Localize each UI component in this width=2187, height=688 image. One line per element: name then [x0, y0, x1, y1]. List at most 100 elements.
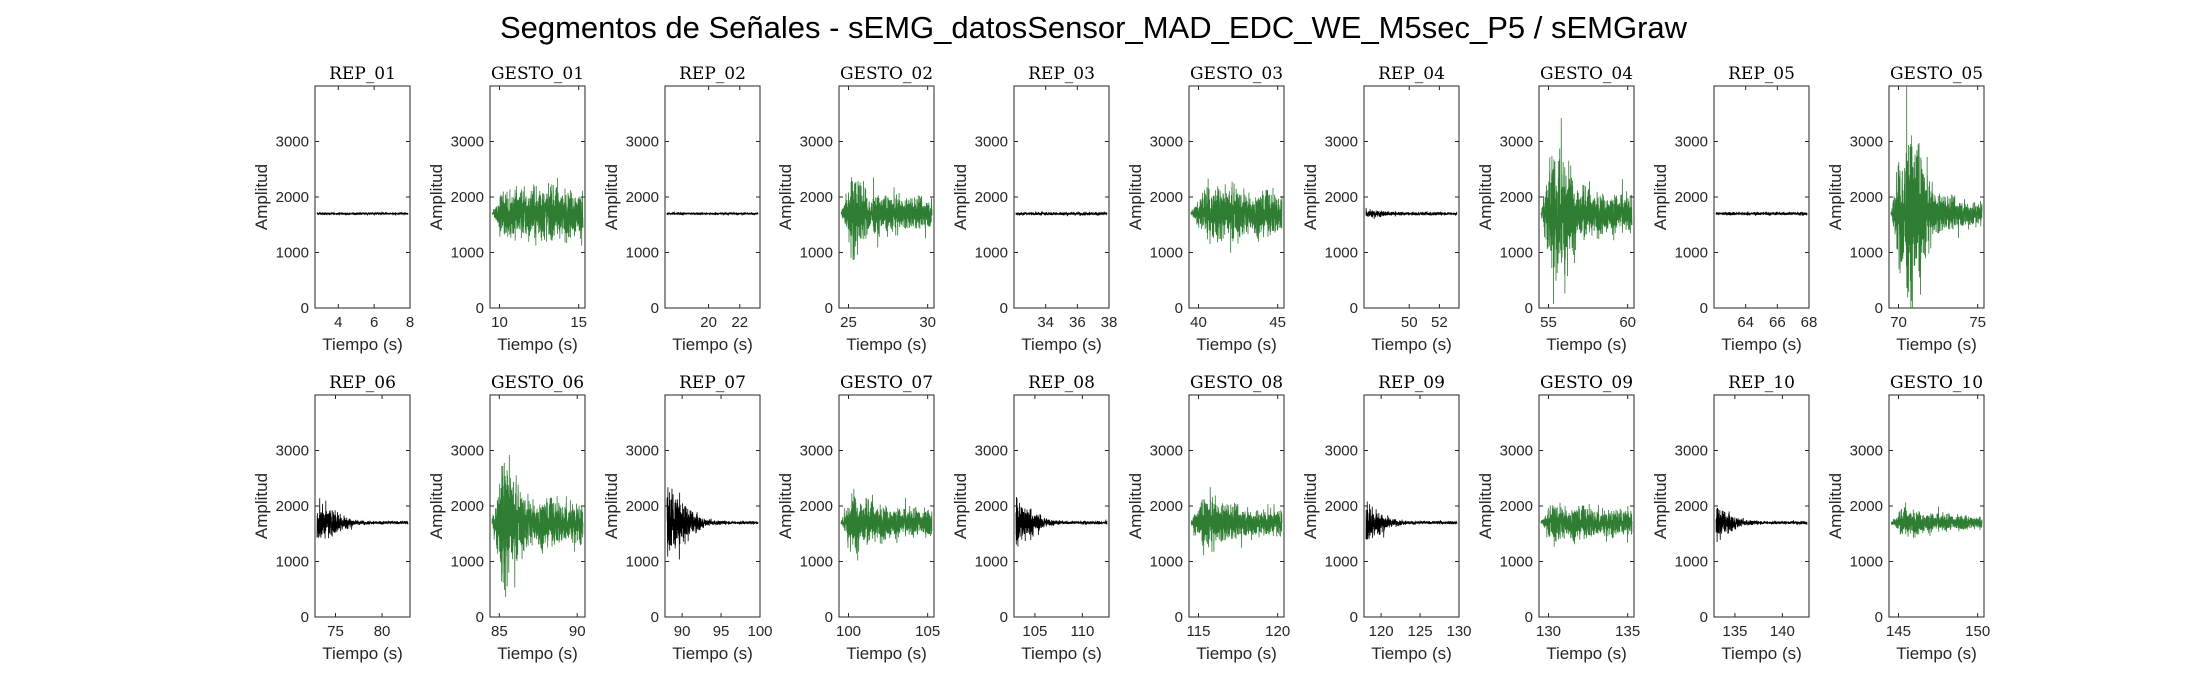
x-tick-label: 120: [1369, 623, 1394, 640]
y-tick-label: 1000: [451, 245, 484, 262]
x-axis-label: Tiempo (s): [672, 335, 753, 354]
y-tick-label: 0: [1700, 300, 1708, 317]
y-tick-label: 2000: [626, 498, 659, 515]
y-tick-label: 1000: [975, 554, 1008, 571]
signal-line: [1540, 117, 1633, 305]
y-tick-label: 2000: [1675, 498, 1708, 515]
subplot-title: REP_10: [1728, 373, 1795, 393]
y-axis-label: Amplitud: [1301, 164, 1320, 230]
y-tick-label: 2000: [975, 498, 1008, 515]
y-tick-label: 2000: [1850, 498, 1883, 515]
x-axis-label: Tiempo (s): [846, 644, 927, 663]
figure-title: Segmentos de Señales - sEMG_datosSensor_…: [499, 10, 1688, 45]
y-tick-label: 0: [1700, 609, 1708, 626]
axes-frame: [314, 394, 411, 618]
y-tick-label: 1000: [800, 245, 833, 262]
axes-frame: [664, 85, 761, 309]
y-axis-label: Amplitud: [1301, 473, 1320, 539]
signal-line: [666, 487, 759, 560]
y-tick-label: 3000: [800, 134, 833, 151]
y-tick-label: 0: [651, 609, 659, 626]
x-tick-label: 55: [1540, 314, 1557, 331]
x-axis-label: Tiempo (s): [672, 644, 753, 663]
y-tick-label: 0: [301, 609, 309, 626]
subplot-title: REP_05: [1728, 64, 1795, 84]
x-axis-label: Tiempo (s): [1196, 644, 1277, 663]
signal-line: [840, 488, 933, 561]
axes-frame: [314, 85, 411, 309]
y-axis-label: Amplitud: [427, 473, 446, 539]
y-axis-label: Amplitud: [602, 473, 621, 539]
y-tick-label: 2000: [1500, 189, 1533, 206]
x-tick-label: 135: [1722, 623, 1747, 640]
subplot-title: GESTO_04: [1540, 64, 1633, 84]
y-axis-label: Amplitud: [1826, 473, 1845, 539]
y-axis-label: Amplitud: [602, 164, 621, 230]
x-axis-label: Tiempo (s): [1196, 335, 1277, 354]
subplot-rep-09: 0 1000 2000 3000 120 125 130 REP_09 Tiempo (s) Am…: [1301, 373, 1472, 663]
y-tick-label: 0: [825, 300, 833, 317]
x-tick-label: 68: [1801, 314, 1818, 331]
subplot-title: REP_04: [1378, 64, 1445, 84]
y-tick-label: 3000: [800, 443, 833, 460]
x-tick-label: 110: [1070, 623, 1094, 640]
y-axis-label: Amplitud: [1651, 164, 1670, 230]
axes-frame: [1713, 85, 1810, 309]
y-tick-label: 3000: [276, 443, 309, 460]
y-tick-label: 1000: [1150, 554, 1183, 571]
y-tick-label: 3000: [975, 134, 1008, 151]
y-tick-label: 2000: [800, 189, 833, 206]
subplot-gesto-05: 0 1000 2000 3000 70 75 GESTO_05 Tiempo (s) Ampli…: [1826, 64, 1986, 354]
subplot-gesto-03: 0 1000 2000 3000 40 45 GESTO_03 Tiempo (s) Ampli…: [1126, 64, 1286, 354]
y-axis-label: Amplitud: [252, 473, 271, 539]
signal-line: [491, 455, 584, 598]
y-tick-label: 0: [1000, 609, 1008, 626]
y-axis-label: Amplitud: [427, 164, 446, 230]
y-tick-label: 1000: [626, 245, 659, 262]
y-tick-label: 3000: [1850, 443, 1883, 460]
subplot-gesto-08: 0 1000 2000 3000 115 120 GESTO_08 Tiempo (s) Amp…: [1126, 373, 1290, 663]
signal-line: [1365, 501, 1458, 540]
x-tick-label: 20: [700, 314, 717, 331]
subplot-gesto-09: 0 1000 2000 3000 130 135 GESTO_09 Tiempo (s) Amp…: [1476, 373, 1640, 663]
x-axis-label: Tiempo (s): [1371, 335, 1452, 354]
signal-line: [316, 211, 409, 217]
y-tick-label: 3000: [626, 134, 659, 151]
y-tick-label: 0: [1350, 609, 1358, 626]
signal-line: [1715, 210, 1808, 217]
x-tick-label: 60: [1619, 314, 1636, 331]
x-tick-label: 145: [1886, 623, 1911, 640]
y-tick-label: 0: [476, 609, 484, 626]
y-tick-label: 3000: [451, 134, 484, 151]
subplot-title: GESTO_08: [1190, 373, 1283, 393]
y-tick-label: 2000: [626, 189, 659, 206]
y-tick-label: 2000: [1325, 189, 1358, 206]
x-tick-label: 15: [570, 314, 587, 331]
y-tick-label: 0: [301, 300, 309, 317]
x-tick-label: 4: [334, 314, 342, 331]
x-tick-label: 75: [1969, 314, 1986, 331]
y-axis-label: Amplitud: [1126, 164, 1145, 230]
y-tick-label: 3000: [1500, 134, 1533, 151]
y-axis-label: Amplitud: [951, 164, 970, 230]
axes-frame: [1363, 394, 1460, 618]
x-tick-label: 125: [1408, 623, 1433, 640]
subplot-rep-01: 0 1000 2000 3000 4 6 8 REP_01 Tiempo (s) Amplitud: [252, 64, 414, 354]
x-tick-label: 115: [1187, 623, 1211, 640]
x-tick-label: 90: [674, 623, 691, 640]
y-tick-label: 3000: [1150, 134, 1183, 151]
y-axis-label: Amplitud: [776, 473, 795, 539]
subplot-gesto-02: 0 1000 2000 3000 25 30 GESTO_02 Tiempo (s) Ampli…: [776, 64, 936, 354]
x-tick-label: 25: [840, 314, 857, 331]
y-tick-label: 3000: [276, 134, 309, 151]
subplot-title: REP_03: [1028, 64, 1095, 84]
signal-line: [1715, 507, 1808, 542]
y-tick-label: 3000: [1675, 134, 1708, 151]
x-tick-label: 64: [1737, 314, 1754, 331]
signal-line: [1540, 502, 1633, 547]
x-axis-label: Tiempo (s): [1021, 335, 1102, 354]
y-tick-label: 2000: [276, 498, 309, 515]
subplot-title: REP_06: [329, 373, 396, 393]
y-tick-label: 1000: [800, 554, 833, 571]
x-axis-label: Tiempo (s): [322, 644, 403, 663]
